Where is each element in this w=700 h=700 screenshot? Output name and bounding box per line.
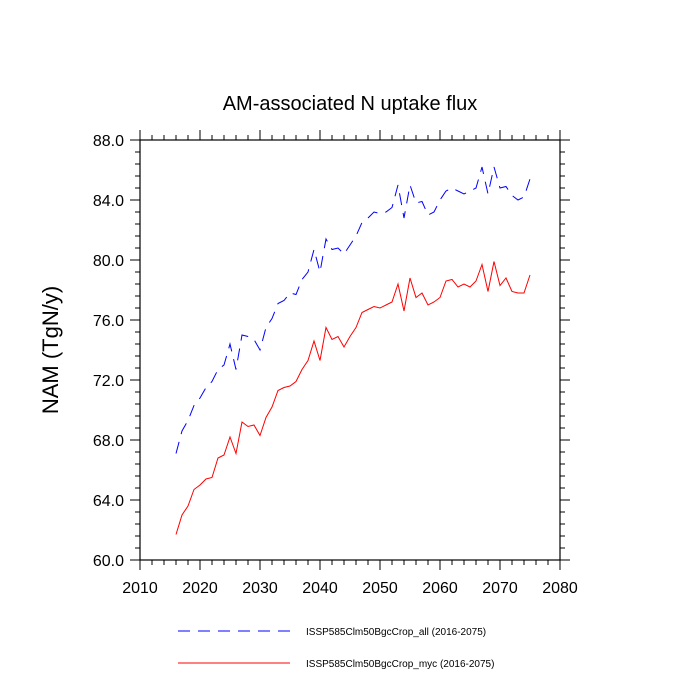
series-line-1 [175, 166, 531, 454]
series-line-2 [175, 261, 531, 535]
y-tick-label: 80.0 [93, 253, 124, 270]
x-tick-label: 2040 [302, 580, 338, 597]
y-tick-label: 72.0 [93, 373, 124, 390]
plot-area: 2010 2020 2030 2040 2050 2060 2070 2080 60.0 64.0… [93, 130, 578, 597]
legend: ISSP585Clm50BgcCrop_all (2016-2075) ISSP5… [178, 627, 494, 670]
x-tick-label: 2060 [422, 580, 458, 597]
plot-frame [139, 139, 561, 561]
legend-label-2: ISSP585Clm50BgcCrop_myc (2016-2075) [306, 659, 494, 670]
x-tick-label: 2020 [182, 580, 218, 597]
y-axis-label: NAM (TgN/y) [38, 286, 63, 414]
x-tick-label: 2070 [482, 580, 518, 597]
y-tick-label: 64.0 [93, 493, 124, 510]
legend-label-1: ISSP585Clm50BgcCrop_all (2016-2075) [306, 627, 486, 638]
x-tick-label: 2010 [122, 580, 158, 597]
y-tick-label: 68.0 [93, 433, 124, 450]
x-tick-label: 2030 [242, 580, 278, 597]
y-tick-label: 76.0 [93, 313, 124, 330]
chart-title: AM-associated N uptake flux [223, 93, 478, 115]
y-tick-label: 84.0 [93, 193, 124, 210]
x-tick-label: 2080 [542, 580, 578, 597]
y-tick-label: 60.0 [93, 553, 124, 570]
x-tick-label: 2050 [362, 580, 398, 597]
y-tick-label: 88.0 [93, 133, 124, 150]
